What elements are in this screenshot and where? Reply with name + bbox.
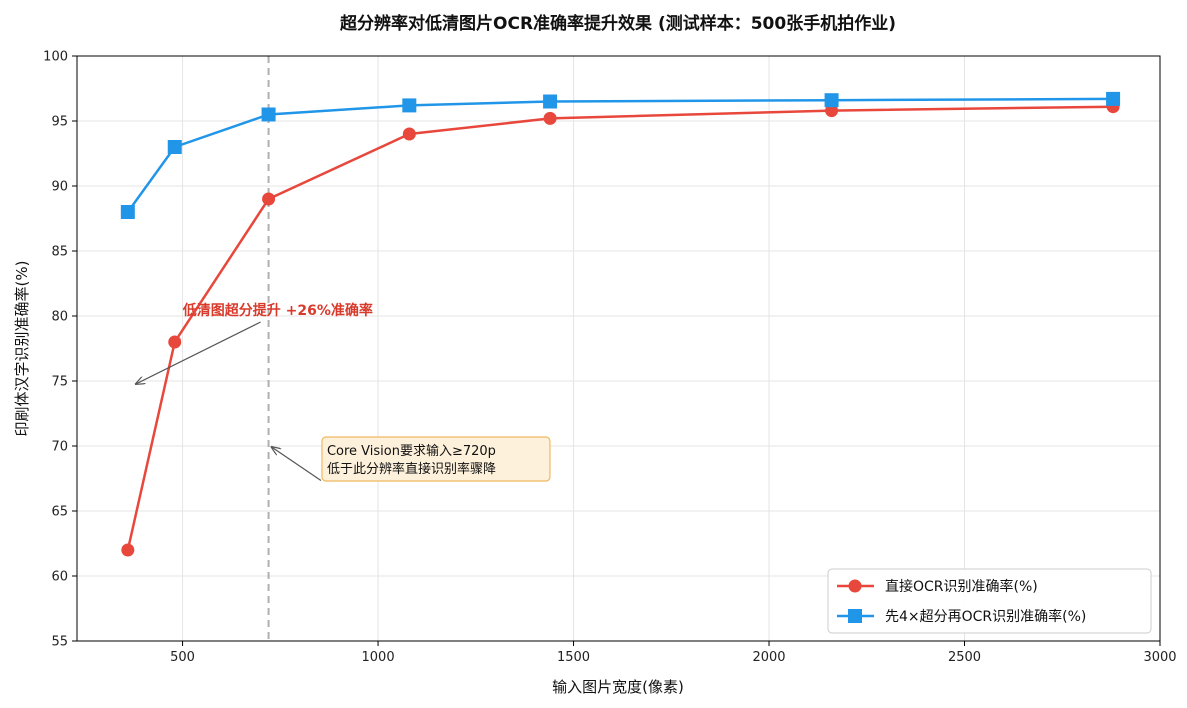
- y-tick-label: 75: [51, 375, 68, 390]
- annotation-box-group: Core Vision要求输入≥720p 低于此分辨率直接识别率骤降: [272, 436, 551, 482]
- y-tick-label: 70: [51, 440, 68, 455]
- legend-marker: [848, 579, 862, 593]
- x-tick-label: 2000: [752, 650, 785, 665]
- y-tick-label: 55: [51, 635, 68, 650]
- y-tick-label: 95: [51, 115, 68, 130]
- y-tick-label: 60: [51, 570, 68, 585]
- y-tick-label: 65: [51, 505, 68, 520]
- series-1: [121, 100, 1120, 557]
- annotation-line: 低于此分辨率直接识别率骤降: [327, 461, 496, 477]
- data-point: [262, 192, 276, 206]
- legend-marker: [848, 609, 862, 623]
- legend: 直接OCR识别准确率(%) 先4×超分再OCR识别准确率(%): [827, 568, 1152, 634]
- series-2: [120, 91, 1121, 219]
- data-point: [168, 335, 182, 349]
- data-point: [543, 111, 557, 125]
- series-layer: [120, 91, 1121, 557]
- x-tick-label: 3000: [1143, 650, 1176, 665]
- data-point: [543, 94, 558, 109]
- data-point: [402, 98, 417, 113]
- y-tick-label: 85: [51, 245, 68, 260]
- legend-item-1: 直接OCR识别准确率(%): [837, 578, 1038, 595]
- annotation-box: [321, 436, 551, 482]
- chart-title: 超分辨率对低清图片OCR准确率提升效果 (测试样本：500张手机拍作业): [340, 13, 896, 34]
- x-tick-label: 1500: [557, 650, 590, 665]
- legend-label: 先4×超分再OCR识别准确率(%): [885, 608, 1086, 625]
- annotation-text: 低清图超分提升 +26%准确率: [182, 302, 373, 319]
- annotations: 低清图超分提升 +26%准确率 Core Vision要求输入≥720p 低于此分辨…: [136, 302, 551, 482]
- data-point: [825, 104, 839, 118]
- data-point: [402, 127, 416, 141]
- data-point: [121, 543, 135, 557]
- x-tick-label: 1000: [362, 650, 395, 665]
- annotation-arrow: [272, 447, 322, 481]
- x-axis-ticks: 500 1000 1500 2000 2500 3000: [170, 641, 1177, 665]
- x-tick-label: 500: [170, 650, 195, 665]
- x-tick-label: 2500: [948, 650, 981, 665]
- plot-frame: [76, 55, 1161, 642]
- annotation-line: Core Vision要求输入≥720p: [327, 443, 496, 459]
- y-axis-label: 印刷体汉字识别准确率(%): [13, 261, 31, 437]
- y-tick-label: 80: [51, 310, 68, 325]
- y-tick-label: 100: [43, 50, 68, 65]
- legend-item-2: 先4×超分再OCR识别准确率(%): [837, 608, 1086, 625]
- legend-label: 直接OCR识别准确率(%): [885, 578, 1038, 595]
- data-point: [120, 205, 135, 219]
- data-point: [824, 93, 839, 108]
- y-axis-ticks: 55 60 65 70 75 80 85 90 95 100: [43, 50, 77, 650]
- legend-box: [827, 568, 1152, 634]
- data-point: [1106, 91, 1121, 106]
- data-point: [167, 140, 182, 154]
- data-point: [261, 107, 276, 122]
- series-line: [126, 105, 1114, 551]
- annotation-arrow: [136, 321, 261, 384]
- annotation-red-group: 低清图超分提升 +26%准确率: [136, 302, 373, 384]
- y-tick-label: 90: [51, 180, 68, 195]
- x-axis-label: 输入图片宽度(像素): [552, 678, 684, 696]
- grid-lines: [77, 55, 1161, 642]
